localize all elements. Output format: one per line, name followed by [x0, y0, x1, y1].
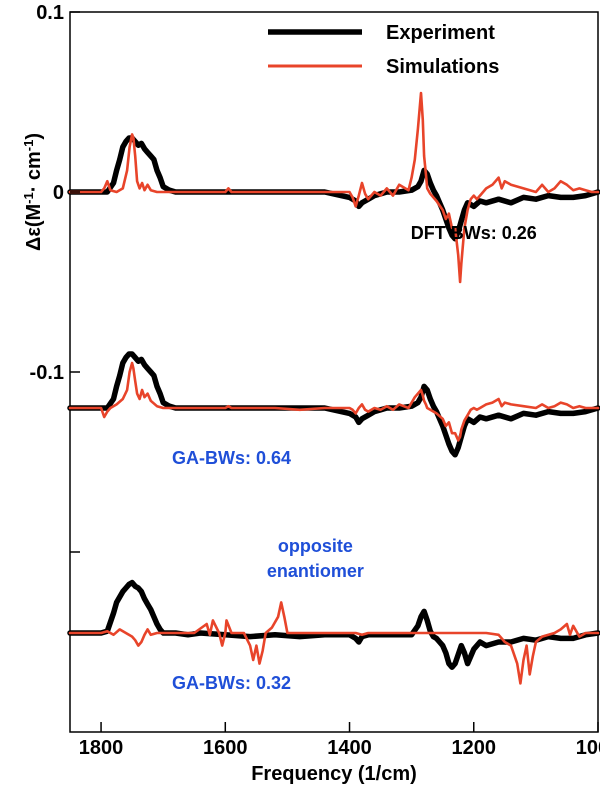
- panel-3-simulation-line: [68, 601, 600, 685]
- y-axis-title-superscript: -1: [21, 140, 36, 152]
- x-tick-label: 1400: [327, 737, 372, 759]
- panel-1-annotation: DFT BWs: 0.26: [411, 223, 537, 243]
- panel-2-experiment-line: [67, 351, 600, 458]
- y-axis-title: Δε(M-1· cm-1): [21, 133, 46, 251]
- y-tick-label: 0: [53, 182, 64, 204]
- panel-3-experiment-line: [67, 579, 600, 670]
- panel-2-annotation: GA-BWs: 0.64: [172, 448, 291, 468]
- x-tick-label: 1000: [576, 737, 600, 759]
- y-tick-label: 0.1: [36, 2, 64, 24]
- x-axis-title: Frequency (1/cm): [251, 763, 417, 785]
- panel-3-label: opposite: [278, 536, 353, 556]
- panel-2-simulation-line: [68, 361, 600, 442]
- x-tick-label: 1600: [203, 737, 248, 759]
- y-axis-title-superscript: -1: [21, 192, 36, 204]
- panel-3-label: enantiomer: [267, 561, 364, 581]
- legend-label-1: Experiment: [386, 22, 495, 44]
- x-tick-label: 1200: [452, 737, 497, 759]
- y-axis-title-part: · cm: [23, 151, 45, 192]
- legend-label-2: Simulations: [386, 56, 499, 78]
- x-tick-label: 1800: [79, 737, 124, 759]
- y-axis-title-part: ): [23, 133, 45, 140]
- panel-3-annotation: GA-BWs: 0.32: [172, 673, 291, 693]
- y-tick-label: -0.1: [30, 362, 64, 384]
- panel-1-simulation-line: [68, 91, 600, 284]
- y-axis-title-part: Δε(M: [23, 204, 45, 251]
